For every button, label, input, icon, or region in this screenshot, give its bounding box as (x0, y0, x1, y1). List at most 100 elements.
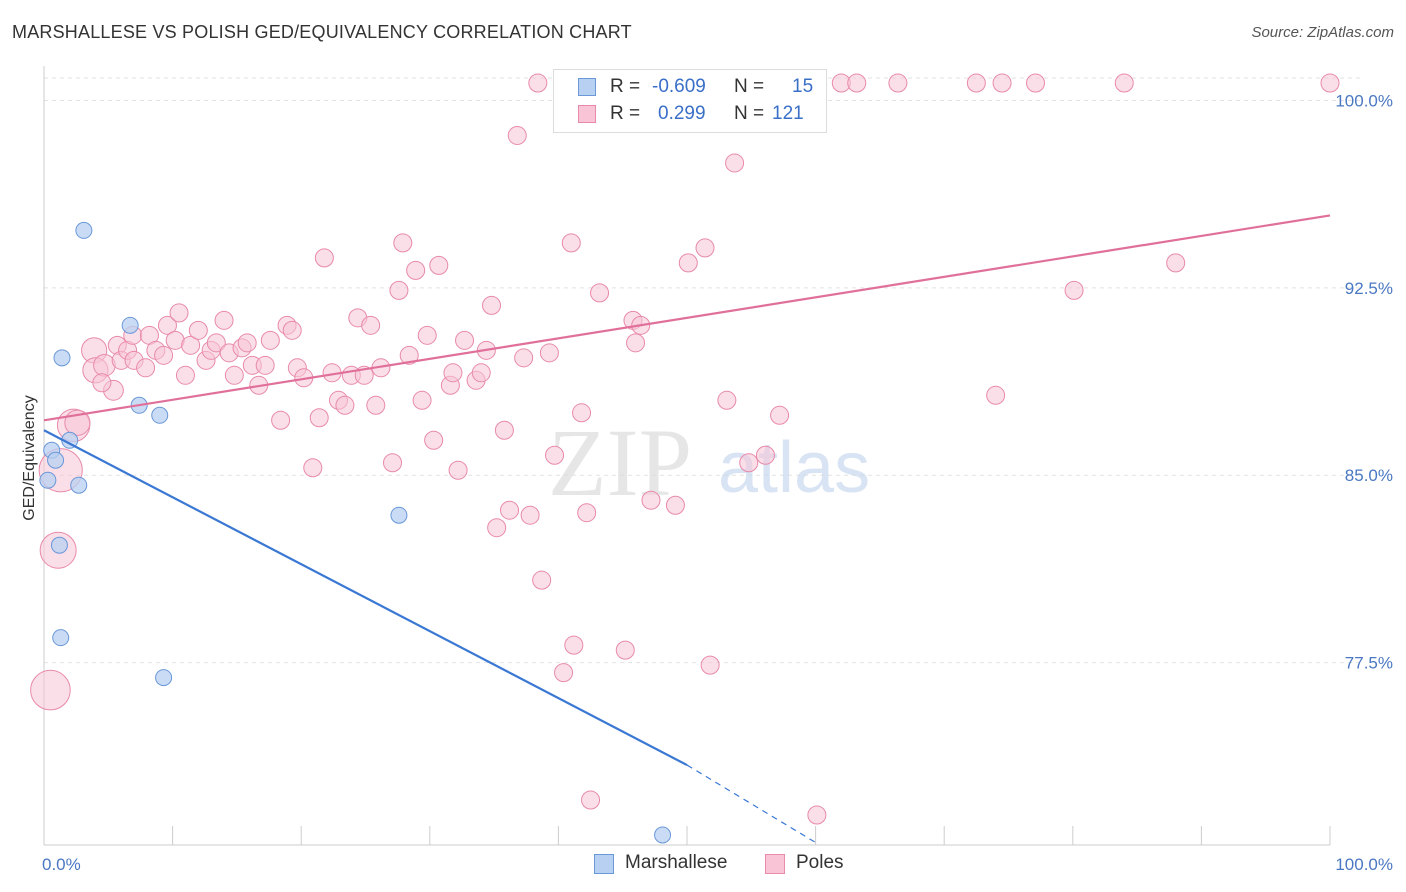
poles-point (429, 255, 449, 275)
poles-point (581, 790, 601, 810)
marshallese-points (39, 221, 672, 844)
poles-point (487, 518, 507, 538)
poles-point (181, 335, 201, 355)
poles-trend-line (43, 214, 1331, 422)
poles-point (92, 373, 112, 393)
poles-point (260, 330, 280, 350)
poles-point (393, 233, 413, 253)
poles-point (1166, 253, 1186, 273)
poles-point (224, 365, 244, 385)
poles-point (424, 430, 444, 450)
y-tick-label: 85.0% (1345, 466, 1393, 485)
poles-point (739, 453, 759, 473)
poles-point (577, 503, 597, 523)
poles-point (986, 385, 1006, 405)
legend-r-value: 0.299 (658, 103, 706, 124)
poles-point (282, 320, 302, 340)
watermark: ZIP atlas (548, 409, 870, 516)
marshallese-point (390, 506, 408, 524)
poles-point (539, 343, 559, 363)
y-tick-label: 77.5% (1345, 654, 1393, 673)
poles-point (770, 405, 790, 425)
poles-point (93, 354, 116, 377)
x-tick-label: 100.0% (1335, 855, 1393, 874)
marshallese-point (654, 826, 672, 844)
poles-point (507, 125, 527, 145)
watermark-zip: ZIP (548, 409, 692, 516)
poles-point (545, 445, 565, 465)
y-tick-label: 92.5% (1345, 279, 1393, 298)
poles-point (271, 410, 291, 430)
poles-point (695, 238, 715, 258)
legend-swatch-blue (578, 78, 596, 96)
legend-label-poles: Poles (796, 852, 844, 873)
poles-point (309, 408, 329, 428)
poles-point (807, 805, 827, 825)
poles-point (590, 283, 610, 303)
poles-point (482, 295, 502, 315)
legend-swatch-marshallese (594, 854, 614, 874)
poles-point (1320, 73, 1340, 93)
marshallese-point (151, 406, 169, 424)
poles-point (888, 73, 908, 93)
poles-point (136, 358, 156, 378)
poles-point (500, 500, 520, 520)
poles-point (572, 403, 592, 423)
poles-point (700, 655, 720, 675)
poles-point (554, 663, 574, 683)
y-axis-label: GED/Equivalency (21, 395, 38, 520)
poles-point (755, 445, 775, 465)
poles-point (406, 260, 426, 280)
poles-point (169, 303, 189, 323)
poles-point (1114, 73, 1134, 93)
legend-label-marshallese: Marshallese (625, 852, 728, 873)
poles-point (417, 325, 437, 345)
poles-point (1064, 280, 1084, 300)
marshallese-point (121, 316, 139, 334)
poles-point (30, 669, 71, 711)
marshallese-trend-extension (686, 764, 816, 844)
poles-point (665, 495, 685, 515)
marshallese-point (53, 349, 71, 367)
poles-point (389, 280, 409, 300)
marshallese-trend-line (43, 429, 688, 767)
poles-point (564, 635, 584, 655)
poles-point (399, 345, 419, 365)
marshallese-point (155, 669, 173, 687)
x-tick-label: 0.0% (42, 855, 81, 874)
legend-n-value: 121 (772, 103, 804, 124)
stats-legend: R = -0.609 N = 15 R = 0.299 N = 121 (553, 69, 827, 133)
poles-point (626, 333, 646, 353)
poles-point (641, 490, 661, 510)
legend-r-value: -0.609 (652, 76, 706, 97)
axes (43, 66, 1331, 846)
poles-point (494, 420, 514, 440)
poles-point (412, 390, 432, 410)
poles-point (448, 460, 468, 480)
marshallese-point (70, 476, 88, 494)
legend-r-label: R = (610, 103, 641, 124)
tick-labels: 77.5% 85.0% 92.5% 100.0% 0.0% 100.0% (42, 91, 1393, 874)
poles-point (471, 363, 491, 383)
legend-n-label: N = (734, 103, 765, 124)
poles-point (1026, 73, 1046, 93)
legend-row-poles: R = 0.299 N = 121 (554, 101, 826, 127)
poles-point (361, 315, 381, 335)
poles-point (206, 333, 226, 353)
legend-swatch-poles (765, 854, 785, 874)
poles-point (383, 453, 403, 473)
poles-point (520, 505, 540, 525)
trend-lines (43, 214, 1331, 844)
marshallese-point (39, 471, 57, 489)
poles-point (255, 355, 275, 375)
legend-r-label: R = (610, 76, 641, 97)
poles-point (717, 390, 737, 410)
marshallese-point (52, 629, 70, 647)
poles-point (237, 333, 257, 353)
poles-point (966, 73, 986, 93)
marshallese-point (50, 536, 68, 554)
legend-n-label: N = (734, 76, 765, 97)
poles-point (314, 248, 334, 268)
poles-point (335, 395, 355, 415)
